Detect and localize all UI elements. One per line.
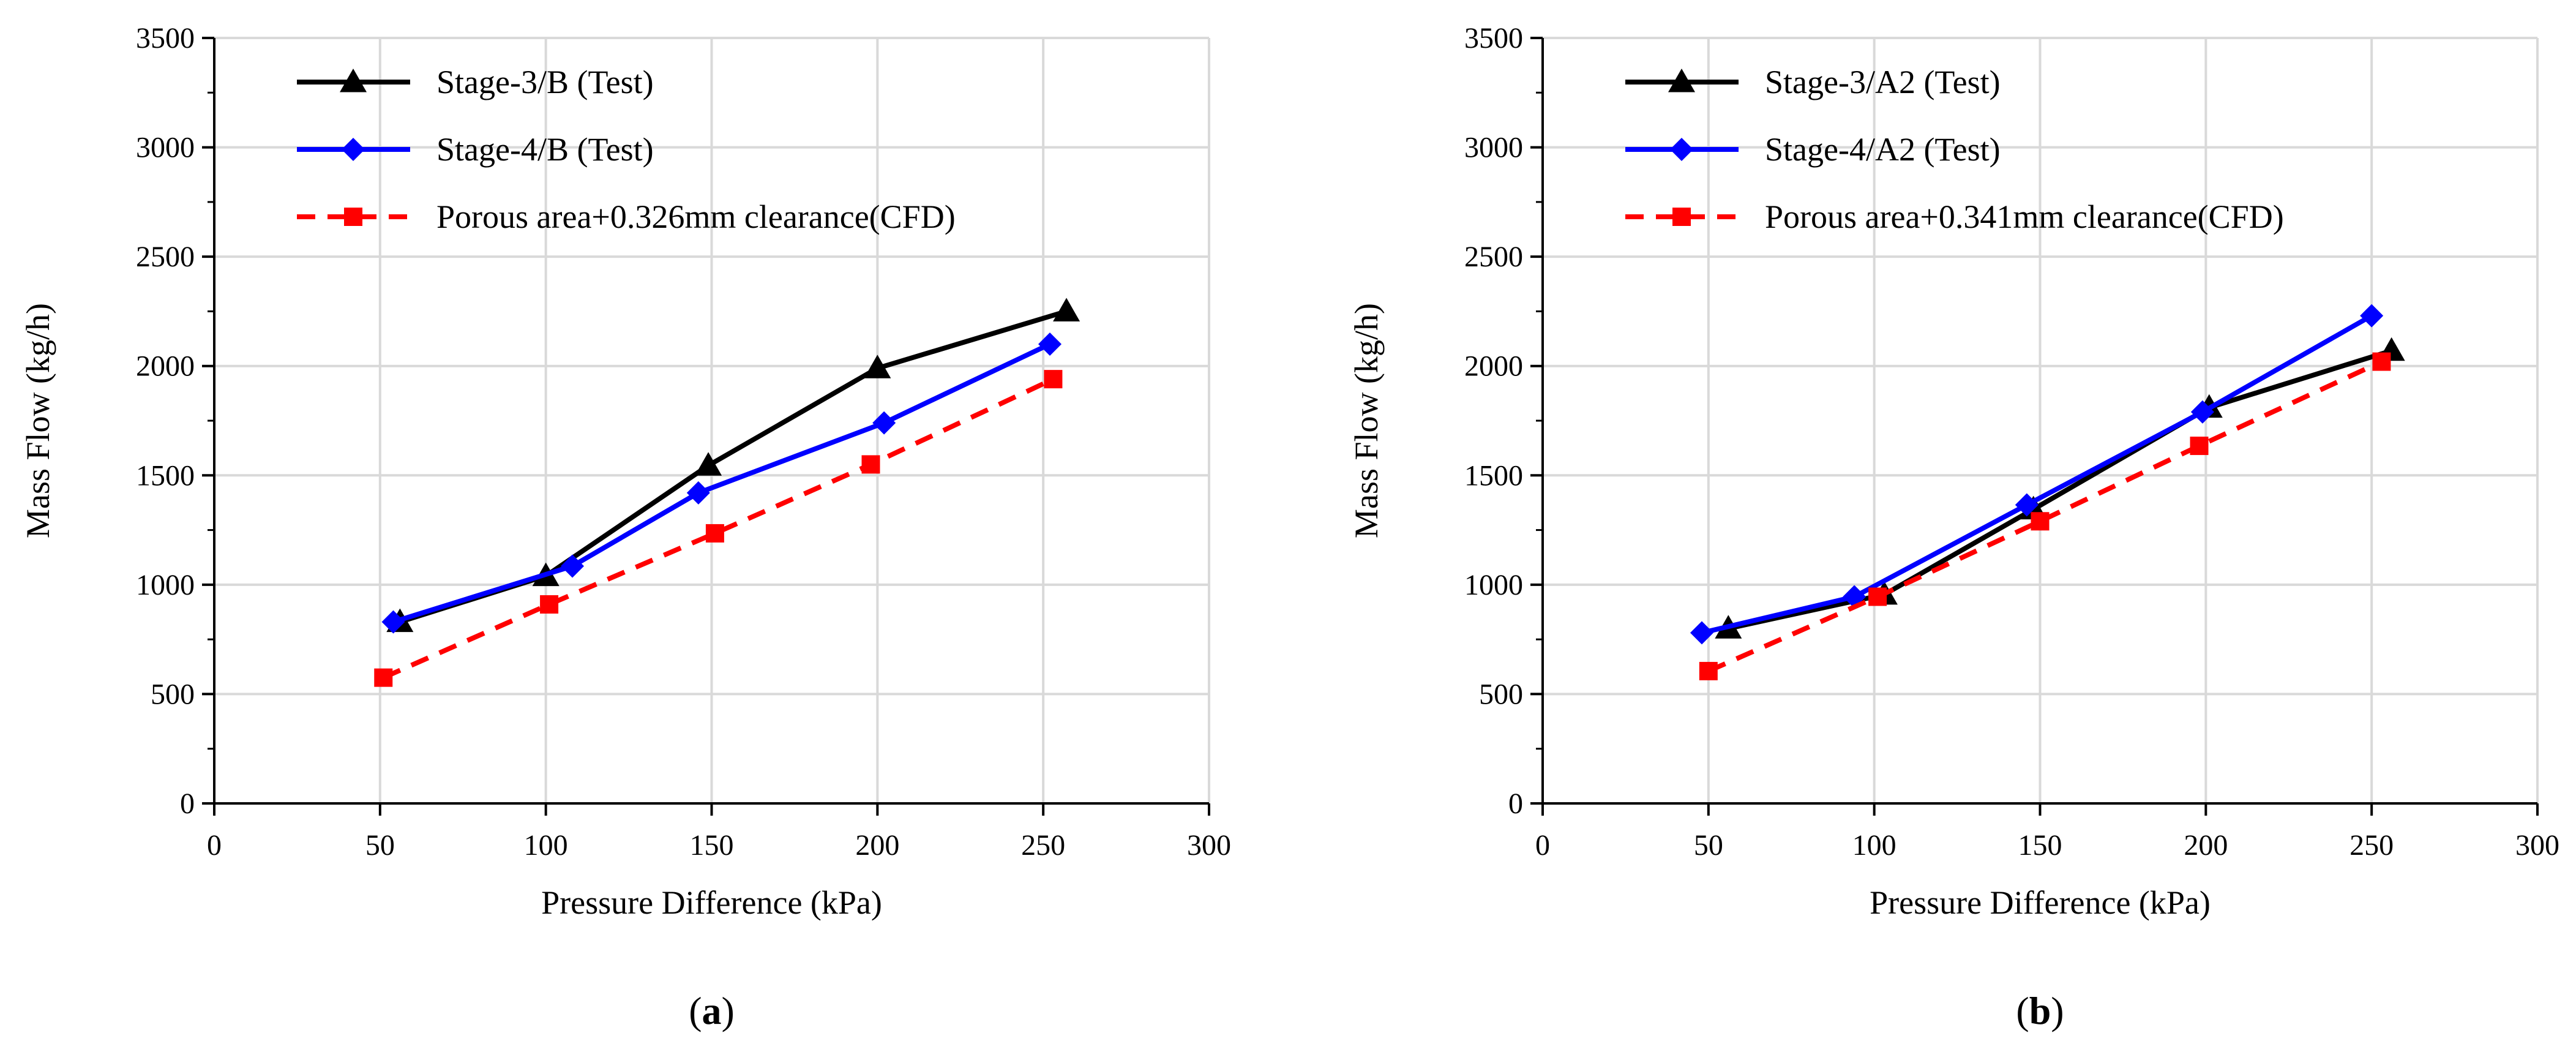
x-axis-title: Pressure Difference (kPa) [541, 884, 882, 921]
y-tick-label: 1500 [136, 459, 195, 492]
data-point-marker [2031, 512, 2050, 531]
x-tick-label: 300 [2515, 829, 2559, 862]
x-tick-label: 300 [1187, 829, 1231, 862]
data-point-marker [2360, 304, 2384, 328]
x-tick-label: 50 [1694, 829, 1723, 862]
y-tick-label: 1500 [1464, 459, 1523, 492]
x-tick-label: 150 [690, 829, 734, 862]
x-tick-label: 100 [524, 829, 568, 862]
legend-label: Stage-3/B (Test) [436, 64, 654, 100]
x-tick-label: 250 [1021, 829, 1065, 862]
x-tick-label: 50 [365, 829, 395, 862]
legend: Stage-3/B (Test) Stage-4/B (Test) Porous a… [297, 64, 956, 235]
series-3 [374, 370, 1063, 687]
data-point-marker [2190, 437, 2209, 456]
data-point-marker [705, 524, 724, 543]
series-1 [386, 298, 1080, 633]
x-tick-label: 0 [1535, 829, 1550, 862]
data-point-marker [695, 452, 722, 476]
x-tick-label: 200 [855, 829, 899, 862]
y-tick-label: 0 [1508, 787, 1523, 820]
y-tick-label: 3000 [1464, 132, 1523, 164]
data-point-marker [686, 481, 710, 505]
y-tick-label: 500 [1479, 678, 1523, 710]
data-point-marker [872, 411, 896, 435]
data-point-marker [1699, 661, 1718, 680]
legend-label: Porous area+0.341mm clearance(CFD) [1765, 198, 2284, 235]
y-tick-label: 2500 [136, 241, 195, 273]
series-3 [1699, 352, 2391, 680]
data-point-marker [2372, 352, 2391, 371]
y-tick-label: 2000 [136, 350, 195, 383]
data-point-marker [381, 610, 405, 634]
y-tick-label: 3500 [1464, 22, 1523, 54]
chart-panel-a: 0 500 1000 1500 2000 2500 3000 3500 0 50 100 150 200… [20, 22, 1231, 1032]
y-tick-label: 3500 [136, 22, 195, 54]
series-line [382, 377, 1055, 680]
data-point-marker [1868, 587, 1887, 606]
data-point-marker [540, 595, 559, 614]
x-axis-title: Pressure Difference (kPa) [1870, 884, 2211, 921]
y-tick-label: 2000 [1464, 350, 1523, 383]
series-2 [1690, 304, 2384, 645]
y-axis-title: Mass Flow (kg/h) [20, 303, 56, 538]
legend-marker [1670, 138, 1693, 161]
legend-label: Stage-4/B (Test) [436, 131, 654, 168]
series-line [1707, 359, 2383, 674]
y-tick-label: 1000 [136, 569, 195, 601]
y-tick-label: 1000 [1464, 569, 1523, 601]
series-line [392, 342, 1051, 625]
x-tick-label: 200 [2184, 829, 2228, 862]
legend-marker [1668, 69, 1695, 92]
legend-marker [342, 138, 365, 161]
data-point-marker [861, 455, 880, 474]
data-point-marker [2015, 493, 2039, 517]
y-tick-label: 0 [180, 787, 195, 820]
x-tick-label: 150 [2018, 829, 2062, 862]
data-point-marker [864, 355, 891, 378]
panel-caption: (a) [689, 989, 735, 1032]
legend-marker [1672, 208, 1691, 226]
y-axis-title: Mass Flow (kg/h) [1348, 303, 1385, 538]
data-point-marker [1038, 333, 1061, 356]
y-tick-label: 500 [151, 678, 195, 710]
x-tick-label: 250 [2349, 829, 2394, 862]
x-tick-label: 0 [207, 829, 222, 862]
series-line [399, 309, 1068, 625]
data-point-marker [1044, 370, 1063, 389]
gridlines [214, 37, 1210, 803]
series-2 [381, 333, 1061, 634]
data-point-marker [1053, 298, 1080, 321]
legend-label: Porous area+0.326mm clearance(CFD) [436, 198, 956, 235]
y-tick-label: 3000 [136, 132, 195, 164]
gridlines [1543, 37, 2539, 803]
x-tick-label: 100 [1852, 829, 1896, 862]
data-point-marker [374, 668, 393, 687]
data-point-marker [561, 554, 584, 578]
panel-caption: (b) [2016, 989, 2064, 1032]
y-tick-label: 2500 [1464, 241, 1523, 273]
data-point-marker [2190, 400, 2214, 424]
legend-marker [344, 208, 362, 226]
data-point-marker [1690, 621, 1713, 645]
legend: Stage-3/A2 (Test) Stage-4/A2 (Test) Porous… [1625, 64, 2284, 235]
legend-label: Stage-4/A2 (Test) [1765, 131, 2001, 168]
legend-label: Stage-3/A2 (Test) [1765, 64, 2001, 100]
chart-panel-b: 0 500 1000 1500 2000 2500 3000 3500 0 50 100 150 200… [1348, 22, 2559, 1032]
legend-marker [340, 69, 367, 92]
